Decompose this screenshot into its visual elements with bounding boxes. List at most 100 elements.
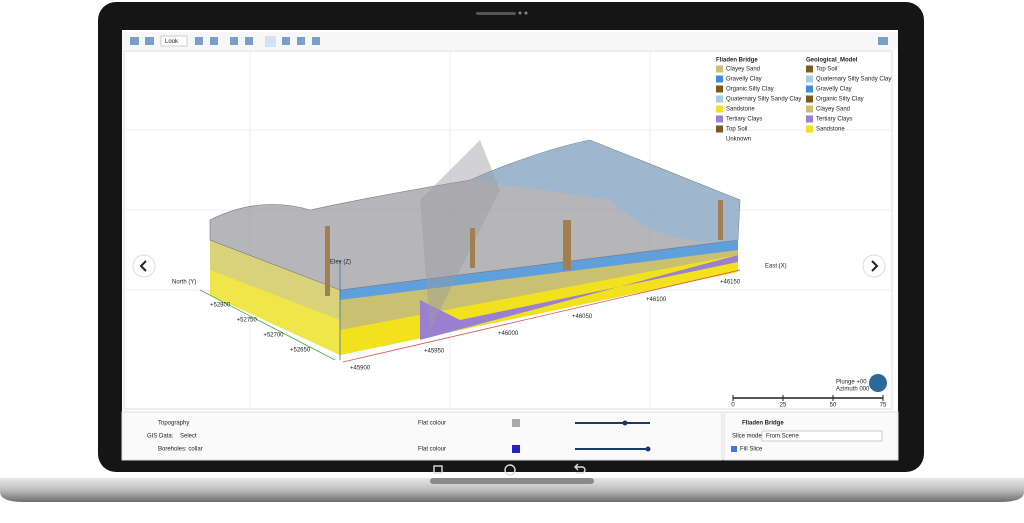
layer-color: [512, 419, 520, 427]
north-tick-label: +52700: [263, 333, 284, 339]
legend-item: Organic Silty Clay: [726, 87, 774, 93]
north-tick-label: +52800: [210, 303, 231, 309]
left-face-sandstone: [210, 270, 340, 355]
tool-icon[interactable]: [297, 37, 305, 45]
legend-item: Quaternary Silty Sandy Clay: [726, 97, 801, 103]
laptop-base: [0, 478, 1024, 502]
north-tick-label: +52650: [290, 348, 311, 354]
legend-swatch: [716, 85, 723, 93]
look-label: Look: [165, 39, 179, 45]
power-button[interactable]: [504, 464, 516, 476]
gis-select[interactable]: Select: [180, 434, 197, 440]
slice-mode-value: From Scene: [766, 434, 799, 440]
fill-checkbox[interactable]: [731, 446, 737, 452]
slice-mode-dropdown[interactable]: [761, 430, 883, 442]
prev-button[interactable]: [132, 254, 156, 278]
layer-style: Flat colour: [418, 421, 446, 427]
back-button[interactable]: [574, 463, 586, 474]
tool-icon[interactable]: [130, 37, 139, 45]
plunge: Plunge +00: [836, 380, 867, 386]
slider-knob[interactable]: [622, 420, 628, 426]
slice-title: Fliaden Bridge: [742, 421, 784, 427]
legend-item: Sandstone: [726, 107, 755, 113]
east-axis: [342, 269, 741, 363]
notch: [430, 478, 594, 484]
tool-icon[interactable]: [282, 37, 290, 45]
legend-item: Organic Silty Clay: [816, 97, 864, 103]
elev-axis-label: Elev (Z): [330, 260, 351, 266]
scale-label: 25: [780, 403, 787, 409]
east-tick-label: +46050: [572, 314, 593, 320]
north-axis-label: North (Y): [172, 280, 196, 286]
legend-swatch: [806, 75, 813, 83]
north-axis: [199, 289, 336, 361]
azimuth: Azimuth 000: [836, 387, 870, 393]
north-tick-label: +52750: [237, 318, 258, 324]
legend: Fliaden Bridge Clayey Sand Gravelly Clay Or…: [716, 58, 891, 143]
legend-swatch: [716, 115, 723, 123]
tool-icon[interactable]: [312, 37, 320, 45]
legend-title: Geological_Model: [806, 58, 858, 64]
recent-button[interactable]: [433, 465, 443, 474]
legend-item: Gravelly Clay: [816, 87, 852, 93]
legend-item: Top Soil: [816, 67, 837, 73]
next-button[interactable]: [862, 254, 886, 278]
slider-knob[interactable]: [645, 446, 651, 452]
next-icon: [871, 260, 879, 272]
tool-icon[interactable]: [210, 37, 218, 45]
prev-icon: [139, 260, 147, 272]
legend-swatch: [716, 65, 723, 73]
camera: [476, 12, 516, 15]
scale-label: 50: [830, 403, 837, 409]
scale-label: 75: [880, 403, 887, 409]
slice-mode-label: Slice mode:: [732, 434, 764, 440]
front-gravel: [340, 240, 738, 300]
legend-swatch: [806, 65, 813, 73]
legend-item: Tertiary Clays: [726, 117, 762, 123]
east-axis-label: East (X): [765, 264, 787, 270]
tool-icon[interactable]: [195, 37, 203, 45]
east-tick-label: +46000: [498, 331, 519, 337]
legend-swatch: [806, 85, 813, 93]
gravel-surface: [470, 140, 740, 242]
tool-icon[interactable]: [145, 37, 154, 45]
camera-button[interactable]: [878, 37, 888, 45]
layer-name: Boreholes: collar: [158, 447, 203, 453]
east-tick-label: +45900: [350, 366, 371, 372]
tool-icon[interactable]: [230, 37, 238, 45]
legend-item: Unknown: [726, 137, 751, 143]
legend-swatch: [716, 95, 723, 103]
look-dropdown[interactable]: [160, 35, 188, 47]
toolbar-icons: [130, 36, 888, 47]
layer-style: Flat colour: [418, 447, 446, 453]
east-tick-label: +45950: [424, 348, 445, 354]
legend-swatch: [806, 95, 813, 103]
tool-icon[interactable]: [245, 37, 253, 45]
legend-swatch: [806, 125, 813, 133]
legend-item: Clayey Sand: [726, 67, 760, 73]
east-tick-label: +46150: [720, 280, 741, 286]
layers-panel: [121, 411, 723, 461]
legend-swatch: [806, 105, 813, 113]
legend-item: Top Soil: [726, 127, 747, 133]
scale-label: 0: [731, 403, 735, 409]
camera: [518, 11, 522, 15]
legend-item: Gravelly Clay: [726, 77, 762, 83]
gis-label: GIS Data:: [147, 434, 174, 440]
east-tick-label: +46100: [646, 297, 667, 303]
toolbar: [122, 32, 898, 50]
geology-model: [199, 139, 741, 363]
legend-swatch: [716, 125, 723, 133]
tool-icon[interactable]: [265, 36, 276, 47]
layer-color: [512, 445, 520, 453]
axis-labels: Elev (Z) East (X) North (Y) +45900 +45950…: [172, 260, 787, 372]
camera: [524, 11, 528, 15]
legend-item: Sandstone: [816, 127, 845, 133]
fill-slice: Fill Slice: [740, 447, 763, 453]
layer-rows: Topography Flat colour Boreholes: collar Fl…: [158, 419, 651, 453]
legend-item: Clayey Sand: [816, 107, 850, 113]
legend-title: Fliaden Bridge: [716, 58, 758, 64]
slice-plane: [420, 140, 500, 330]
